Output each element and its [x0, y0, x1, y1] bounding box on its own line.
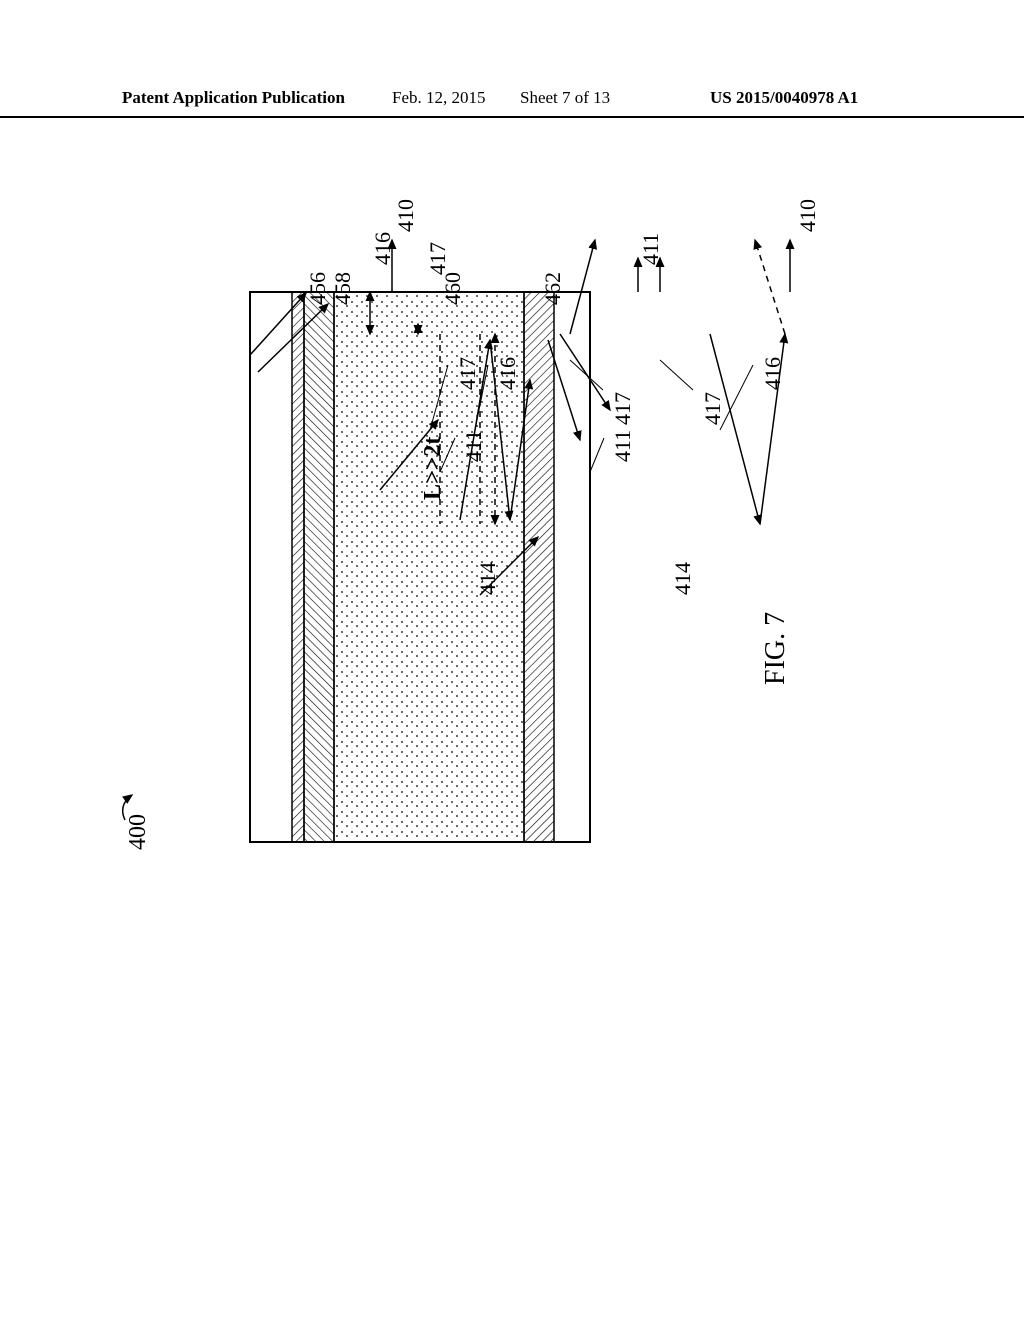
ref-label: 456	[305, 272, 331, 305]
ref-label: 417	[425, 242, 451, 275]
ref-label: 460	[440, 272, 466, 305]
ref-label: 411	[610, 430, 636, 462]
ref-label: 416	[370, 232, 396, 265]
ref-label: 414	[670, 562, 696, 595]
ref-label: 462	[540, 272, 566, 305]
ref-label: 417	[455, 357, 481, 390]
ref-label: 410	[393, 199, 419, 232]
ref-label: 417	[610, 392, 636, 425]
figure-svg	[0, 0, 1024, 1320]
ref-label: 411	[638, 233, 664, 265]
ref-label: 417	[700, 392, 726, 425]
ref-label: 414	[475, 562, 501, 595]
ref-label: 416	[495, 357, 521, 390]
ref-label: 458	[330, 272, 356, 305]
ref-label: 410	[795, 199, 821, 232]
device-reference: 400	[125, 814, 152, 850]
ref-label: 416	[760, 357, 786, 390]
ref-label: 411	[461, 430, 487, 462]
figure-7: FIG. 7 400 L>>2t 45645846046241041041641…	[0, 0, 1024, 1320]
figure-label: FIG. 7	[760, 612, 792, 685]
condition-text: L>>2t	[420, 437, 447, 500]
